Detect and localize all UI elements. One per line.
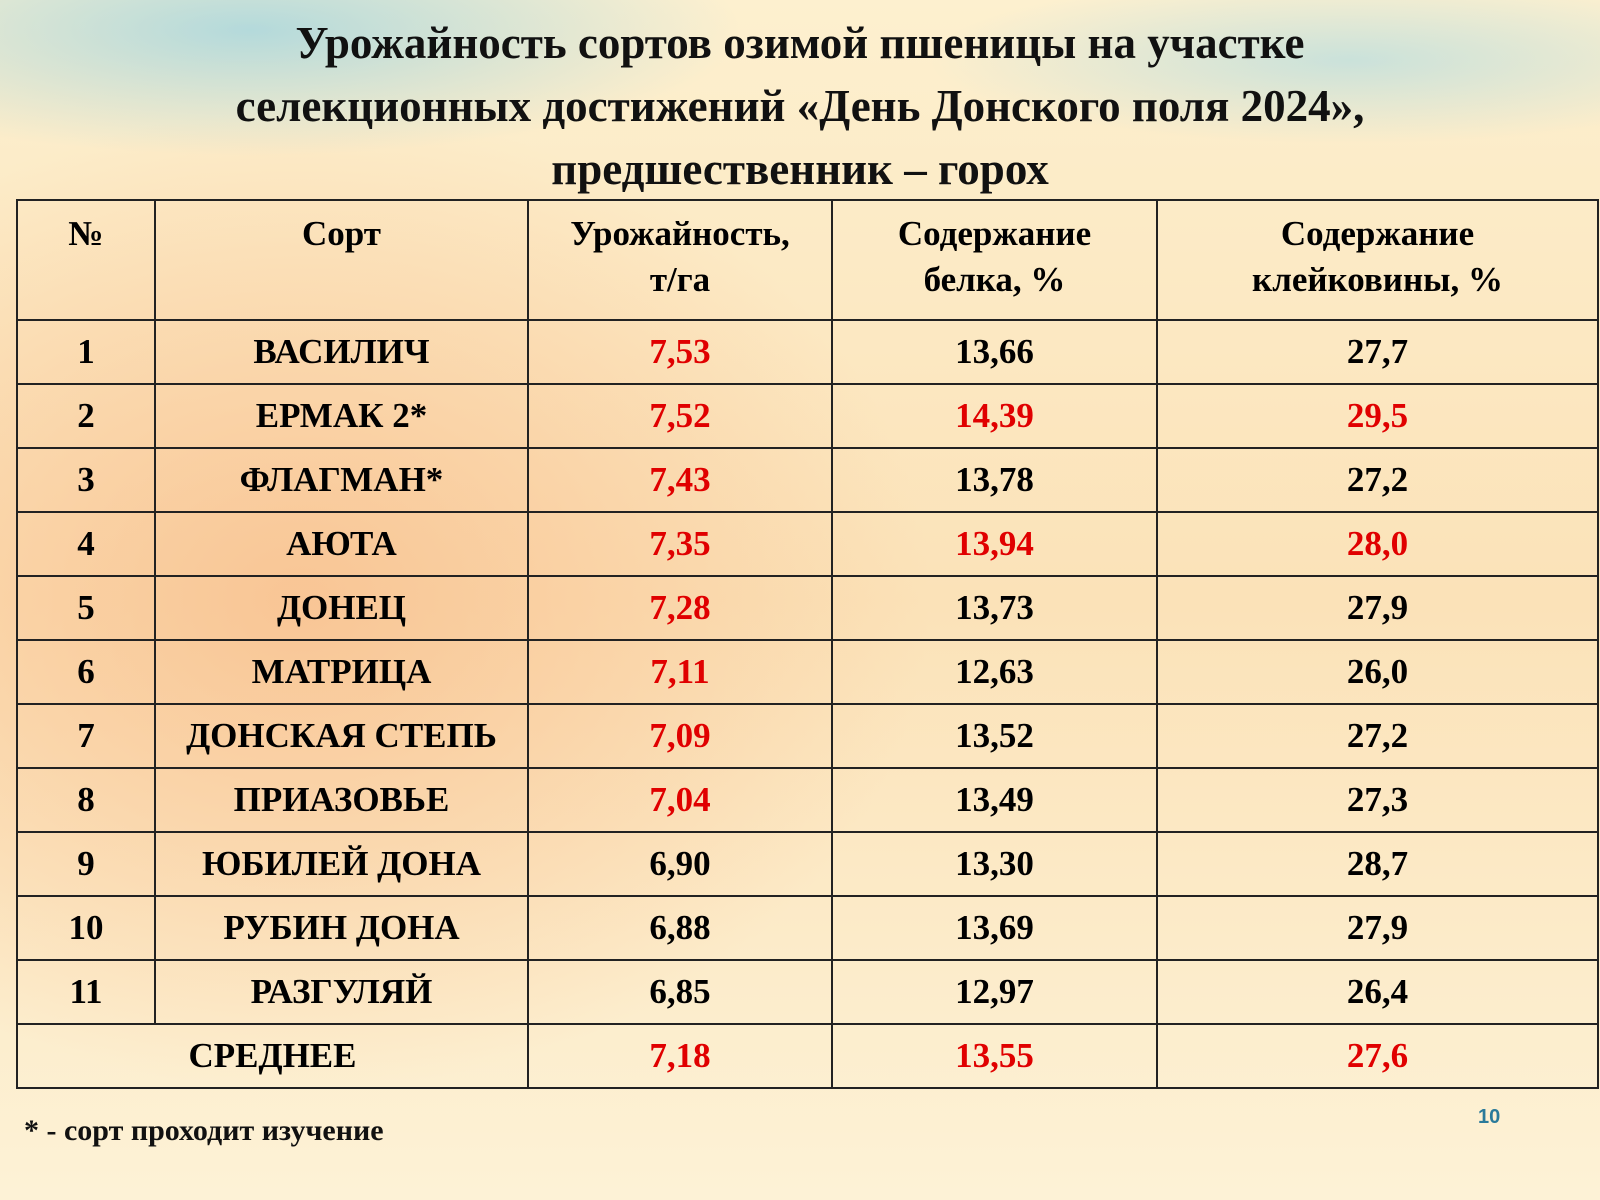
table-row: 3 ФЛАГМАН* 7,43 13,78 27,2 — [16, 447, 1599, 513]
table-row: 9 ЮБИЛЕЙ ДОНА 6,90 13,30 28,7 — [16, 831, 1599, 897]
table-cell: 6 — [16, 639, 156, 705]
header-text: т/га — [649, 260, 711, 299]
table-cell: АЮТА — [154, 511, 529, 577]
table-cell: 9 — [16, 831, 156, 897]
table-row: 1 ВАСИЛИЧ 7,53 13,66 27,7 — [16, 319, 1599, 385]
table-row: 5 ДОНЕЦ 7,28 13,73 27,9 — [16, 575, 1599, 641]
table-row: 10 РУБИН ДОНА 6,88 13,69 27,9 — [16, 895, 1599, 961]
table-cell: ДОНЕЦ — [154, 575, 529, 641]
table-cell: 27,3 — [1156, 767, 1599, 833]
table-cell: 27,7 — [1156, 319, 1599, 385]
header-cell: Сорт — [154, 199, 529, 321]
table-cell: 7,09 — [527, 703, 833, 769]
table-cell: 8 — [16, 767, 156, 833]
table-cell: 12,63 — [831, 639, 1158, 705]
table-cell: 7 — [16, 703, 156, 769]
table-cell: 13,69 — [831, 895, 1158, 961]
header-cell: Содержание клейковины, % — [1156, 199, 1599, 321]
table-cell: 28,0 — [1156, 511, 1599, 577]
title-line: селекционных достижений «День Донского п… — [235, 81, 1365, 131]
table-cell: МАТРИЦА — [154, 639, 529, 705]
title-line: Урожайность сортов озимой пшеницы на уча… — [295, 18, 1305, 68]
header-text: Сорт — [302, 214, 381, 253]
average-label: СРЕДНЕЕ — [16, 1023, 529, 1089]
table-cell: ЕРМАК 2* — [154, 383, 529, 449]
table-cell: 7,04 — [527, 767, 833, 833]
average-row: СРЕДНЕЕ 7,18 13,55 27,6 — [16, 1023, 1599, 1089]
table-cell: 2 — [16, 383, 156, 449]
table-cell: 7,28 — [527, 575, 833, 641]
table-cell: 13,78 — [831, 447, 1158, 513]
table-cell: 27,9 — [1156, 895, 1599, 961]
table-row: 6 МАТРИЦА 7,11 12,63 26,0 — [16, 639, 1599, 705]
table-cell: 6,88 — [527, 895, 833, 961]
table-cell: 6,85 — [527, 959, 833, 1025]
table-cell: 13,66 — [831, 319, 1158, 385]
table-cell: 7,11 — [527, 639, 833, 705]
table-cell: РУБИН ДОНА — [154, 895, 529, 961]
table-cell: 26,0 — [1156, 639, 1599, 705]
data-table: № Сорт Урожайность, т/га Содержание белка, % С… — [16, 199, 1599, 1089]
table-cell: 27,9 — [1156, 575, 1599, 641]
table-cell: 7,52 — [527, 383, 833, 449]
table-cell: 7,43 — [527, 447, 833, 513]
header-text: Содержание — [1280, 214, 1475, 253]
table-cell: 14,39 — [831, 383, 1158, 449]
table-cell: 1 — [16, 319, 156, 385]
header-text: № — [68, 214, 104, 253]
table-cell: 27,2 — [1156, 447, 1599, 513]
title-line: предшественник – горох — [551, 144, 1049, 194]
table-cell: 26,4 — [1156, 959, 1599, 1025]
table-cell: 27,2 — [1156, 703, 1599, 769]
footnote: * - сорт проходит изучение — [24, 1114, 384, 1147]
average-cell: 13,55 — [831, 1023, 1158, 1089]
table-row: 8 ПРИАЗОВЬЕ 7,04 13,49 27,3 — [16, 767, 1599, 833]
table-cell: 13,52 — [831, 703, 1158, 769]
title: Урожайность сортов озимой пшеницы на уча… — [0, 12, 1600, 201]
header-row: № Сорт Урожайность, т/га Содержание белка, % С… — [16, 199, 1599, 321]
average-cell: 27,6 — [1156, 1023, 1599, 1089]
table-cell: 13,73 — [831, 575, 1158, 641]
table-cell: 13,49 — [831, 767, 1158, 833]
table-row: 2 ЕРМАК 2* 7,52 14,39 29,5 — [16, 383, 1599, 449]
header-text: белка, % — [923, 260, 1066, 299]
table-cell: 11 — [16, 959, 156, 1025]
table-cell: 28,7 — [1156, 831, 1599, 897]
table-cell: 4 — [16, 511, 156, 577]
table-cell: ПРИАЗОВЬЕ — [154, 767, 529, 833]
table-cell: ВАСИЛИЧ — [154, 319, 529, 385]
table-cell: РАЗГУЛЯЙ — [154, 959, 529, 1025]
header-cell: № — [16, 199, 156, 321]
table-cell: 7,53 — [527, 319, 833, 385]
page-number: 10 — [1478, 1106, 1501, 1128]
table-cell: ФЛАГМАН* — [154, 447, 529, 513]
table-row: 4 АЮТА 7,35 13,94 28,0 — [16, 511, 1599, 577]
header-text: Урожайность, — [570, 214, 790, 253]
table-cell: 6,90 — [527, 831, 833, 897]
header-cell: Урожайность, т/га — [527, 199, 833, 321]
table-cell: 12,97 — [831, 959, 1158, 1025]
table-cell: ЮБИЛЕЙ ДОНА — [154, 831, 529, 897]
table-cell: 13,94 — [831, 511, 1158, 577]
table-cell: 5 — [16, 575, 156, 641]
header-text: Содержание — [897, 214, 1092, 253]
table-cell: 7,35 — [527, 511, 833, 577]
table-row: 7 ДОНСКАЯ СТЕПЬ 7,09 13,52 27,2 — [16, 703, 1599, 769]
table-row: 11 РАЗГУЛЯЙ 6,85 12,97 26,4 — [16, 959, 1599, 1025]
table-cell: 13,30 — [831, 831, 1158, 897]
average-cell: 7,18 — [527, 1023, 833, 1089]
header-cell: Содержание белка, % — [831, 199, 1158, 321]
table-cell: 10 — [16, 895, 156, 961]
header-text: клейковины, % — [1252, 260, 1503, 299]
table-cell: 29,5 — [1156, 383, 1599, 449]
table-cell: ДОНСКАЯ СТЕПЬ — [154, 703, 529, 769]
table-cell: 3 — [16, 447, 156, 513]
